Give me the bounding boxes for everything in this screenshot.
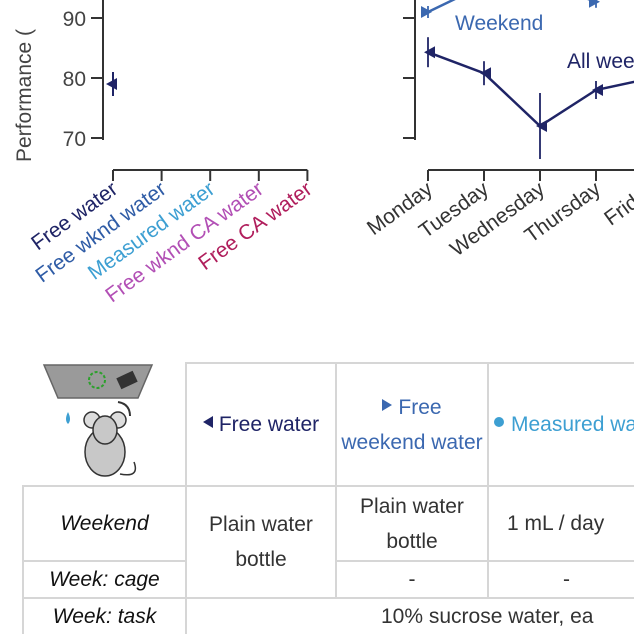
marker bbox=[589, 0, 600, 8]
marker bbox=[480, 67, 491, 80]
header-cell: Free water bbox=[185, 362, 337, 487]
header-cell: Free weekend water bbox=[335, 362, 489, 487]
row-label: Week: task bbox=[22, 597, 187, 634]
cell: 10% sucrose water, ea bbox=[185, 597, 634, 634]
y-tick-label: 80 bbox=[63, 68, 86, 91]
y-axis-label: Performance ( bbox=[13, 29, 36, 162]
series-label: All week bbox=[567, 50, 634, 73]
y-tick-label: 90 bbox=[63, 8, 86, 31]
marker bbox=[421, 6, 432, 18]
marker bbox=[424, 46, 435, 59]
cell: 1 mL / day bbox=[487, 485, 634, 562]
header-cell: Measured water bbox=[487, 362, 634, 487]
cell: - bbox=[487, 560, 634, 599]
marker-icon bbox=[382, 398, 393, 411]
series-label: Weekend bbox=[455, 12, 543, 35]
cell: Plain water bottle bbox=[185, 485, 337, 599]
header-text: Measured water bbox=[511, 413, 634, 436]
marker bbox=[106, 78, 117, 90]
table: Free water Free weekend water Measured w… bbox=[22, 362, 634, 634]
x-tick-label: Friday bbox=[600, 177, 634, 230]
marker-icon bbox=[202, 416, 213, 428]
row-label: Weekend bbox=[22, 485, 187, 562]
series-line bbox=[427, 0, 597, 14]
icon-cell bbox=[23, 363, 187, 487]
marker-icon bbox=[494, 417, 504, 427]
header-text: Free water bbox=[218, 413, 320, 436]
marker bbox=[592, 84, 603, 96]
cell: - bbox=[335, 560, 489, 599]
y-tick-label: 70 bbox=[63, 128, 86, 151]
marker bbox=[536, 120, 547, 132]
header-text: Free weekend water bbox=[341, 395, 483, 454]
cell: Plain water bottle bbox=[335, 485, 489, 562]
row-label: Week: cage bbox=[22, 560, 187, 599]
